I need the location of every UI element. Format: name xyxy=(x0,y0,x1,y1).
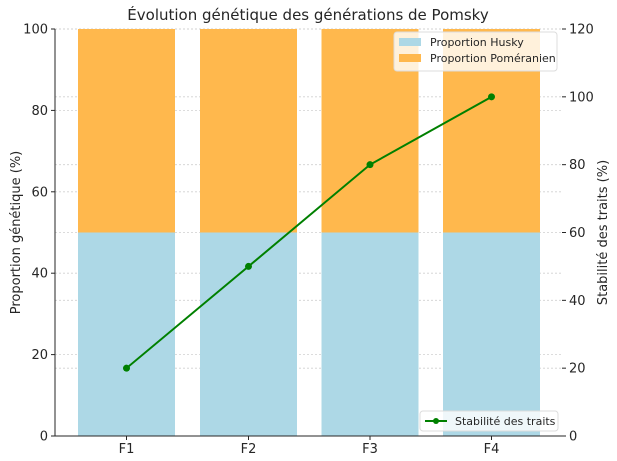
stability-marker xyxy=(245,262,252,270)
y-tick-label: 0 xyxy=(40,430,48,445)
x-tick-label: F3 xyxy=(362,442,378,457)
legend-frame xyxy=(393,31,558,72)
legend-line: Stabilité des traits xyxy=(419,410,559,432)
legend-swatch xyxy=(399,38,421,46)
legend-marker xyxy=(433,418,439,424)
y2-tick-label: 60 xyxy=(569,226,586,241)
y-tick-label: 20 xyxy=(31,348,48,363)
x-tick-label: F2 xyxy=(241,442,257,457)
stability-marker xyxy=(123,364,130,372)
y-axis-label: Proportion génétique (%) xyxy=(9,151,24,315)
chart-title: Évolution génétique des générations de P… xyxy=(127,5,489,24)
y-tick-label: 40 xyxy=(31,267,48,282)
y-tick-label: 100 xyxy=(23,23,48,38)
stability-marker xyxy=(488,93,495,101)
legend-bars: Proportion Husky Proportion Poméranien xyxy=(393,31,558,72)
x-tick-label: F1 xyxy=(119,442,135,457)
y2-tick-label: 100 xyxy=(569,90,594,105)
y-tick-label: 80 xyxy=(31,104,48,119)
y-tick-label: 60 xyxy=(31,185,48,200)
legend-label: Proportion Poméranien xyxy=(430,52,556,65)
bars xyxy=(78,29,540,436)
y2-tick-label: 80 xyxy=(569,158,586,173)
bar-proportion-husky-f1 xyxy=(78,232,175,436)
legend-label: Proportion Husky xyxy=(430,36,524,49)
bar-proportion-poméranien-f2 xyxy=(200,29,297,233)
y2-tick-label: 20 xyxy=(569,362,586,377)
legend-swatch xyxy=(399,54,421,62)
stability-line xyxy=(125,95,492,369)
y2-tick-label: 0 xyxy=(569,430,577,445)
y2-tick-label: 40 xyxy=(569,294,586,309)
y2-axis-label: Stabilité des traits (%) xyxy=(596,160,611,305)
bar-proportion-poméranien-f1 xyxy=(78,29,175,233)
legend-label: Stabilité des traits xyxy=(455,415,556,428)
legend-frame xyxy=(419,410,559,432)
bar-proportion-husky-f3 xyxy=(321,232,419,436)
bar-proportion-husky-f4 xyxy=(443,232,540,436)
y2-tick-label: 120 xyxy=(569,23,594,38)
x-tick-label: F4 xyxy=(484,442,500,457)
stability-marker xyxy=(366,161,374,169)
